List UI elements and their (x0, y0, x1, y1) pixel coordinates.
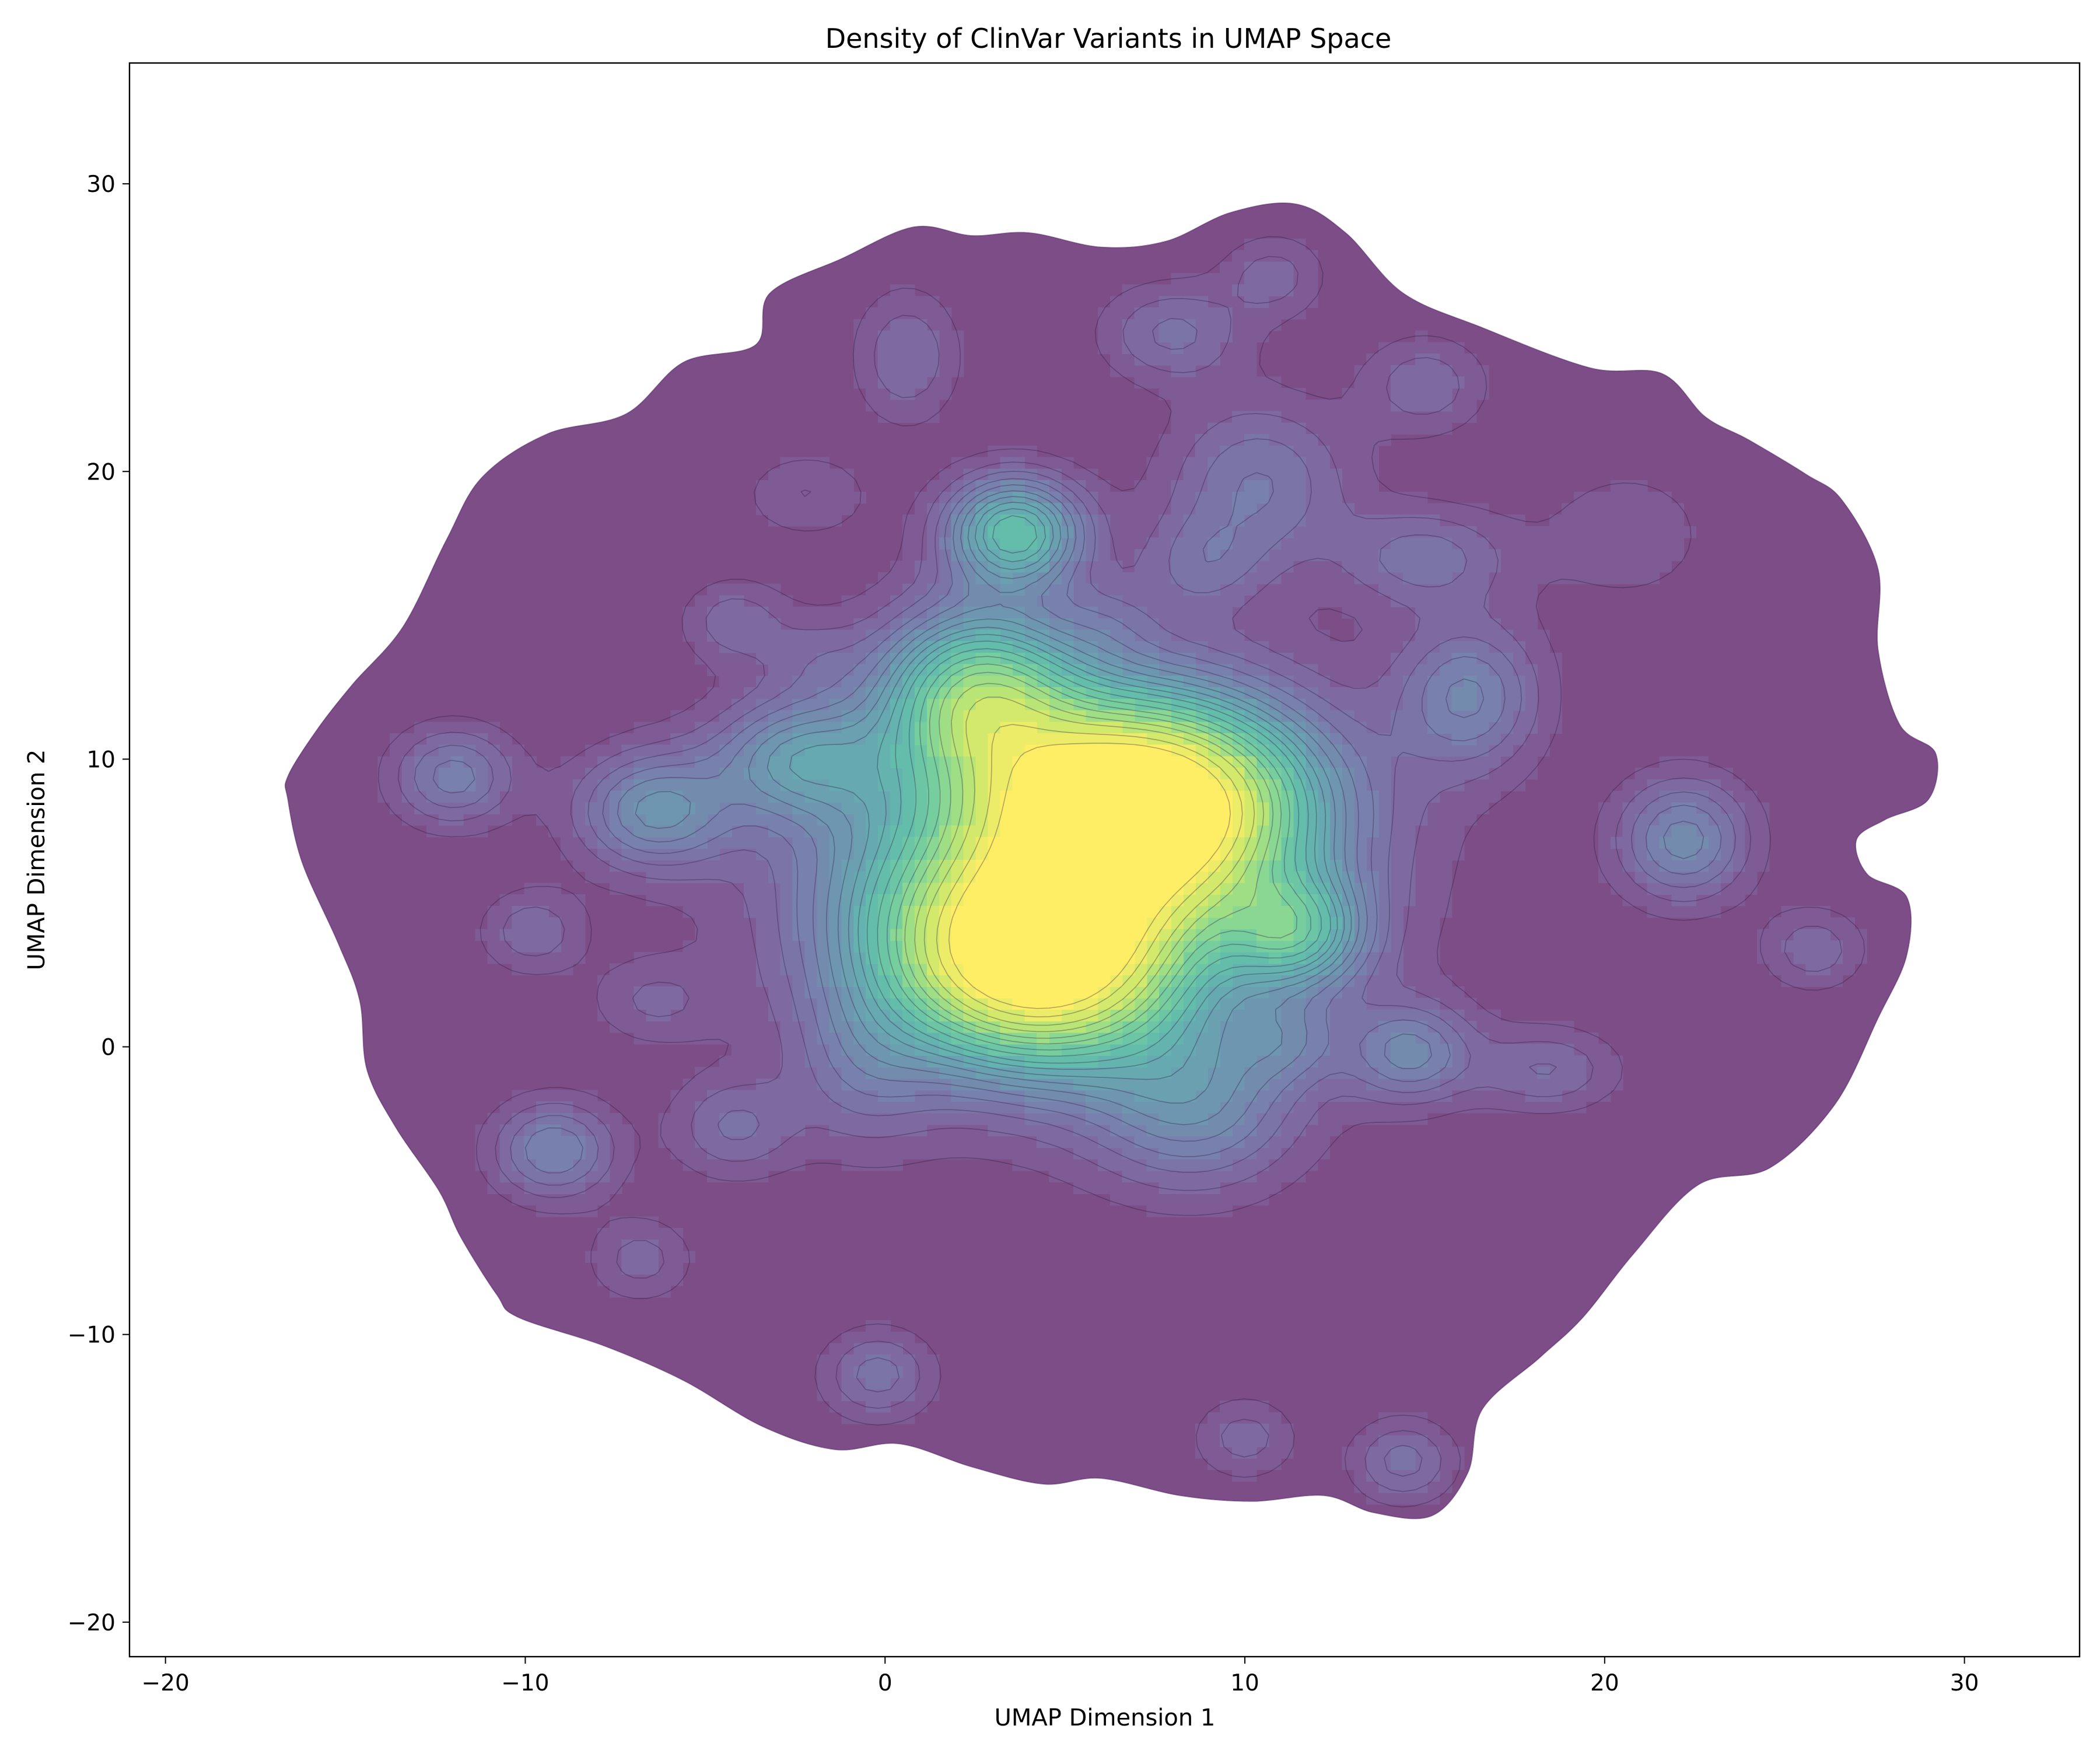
contour-line (936, 724, 1243, 1017)
contour-line (635, 490, 1360, 1125)
y-tick-label: 10 (86, 747, 116, 773)
contour-line (866, 515, 1331, 1064)
x-tick-label: 20 (1590, 1670, 1619, 1696)
contour-line (914, 682, 1264, 1032)
contour-lines (284, 202, 1938, 1520)
contour-line (414, 318, 1736, 1477)
density-fill (285, 202, 1938, 1519)
x-tick-label: −20 (142, 1670, 190, 1696)
contour-line (617, 484, 1704, 1142)
contour-line (904, 671, 1274, 1039)
density-band (951, 744, 1233, 1010)
x-axis-label: UMAP Dimension 1 (995, 1704, 1216, 1731)
contour-line (887, 656, 1311, 1051)
contour-line (948, 743, 1231, 1009)
chart-title: Density of ClinVar Variants in UMAP Spac… (825, 23, 1392, 54)
y-axis-label: UMAP Dimension 2 (23, 750, 50, 971)
contour-line (432, 472, 1722, 1174)
contour-line (858, 508, 1338, 1070)
plot-area-frame (128, 62, 2081, 1658)
contour-line (895, 663, 1297, 1045)
contour-line (397, 256, 1843, 1492)
x-tick-label: −10 (501, 1670, 549, 1696)
x-tick-label: 10 (1230, 1670, 1259, 1696)
x-tick-label: 0 (878, 1670, 892, 1696)
contour-line (766, 496, 1352, 1104)
y-tick-label: 30 (86, 172, 116, 198)
y-tick-label: 0 (101, 1035, 116, 1061)
contour-line (877, 648, 1322, 1057)
support-outline (284, 202, 1938, 1520)
y-axis: −20 −10 0 10 20 30 (68, 172, 130, 1636)
contour-line (377, 236, 1866, 1508)
x-tick-label: 30 (1950, 1670, 1979, 1696)
density-layer (285, 202, 1938, 1519)
contour-line-group (377, 236, 1866, 1508)
y-tick-label: −20 (68, 1610, 116, 1636)
y-tick-label: −10 (68, 1322, 116, 1349)
x-axis: −20 −10 0 10 20 30 (142, 1657, 1979, 1696)
y-tick-label: 20 (86, 459, 116, 485)
contour-line (923, 696, 1255, 1026)
contour-line (789, 502, 1345, 1080)
